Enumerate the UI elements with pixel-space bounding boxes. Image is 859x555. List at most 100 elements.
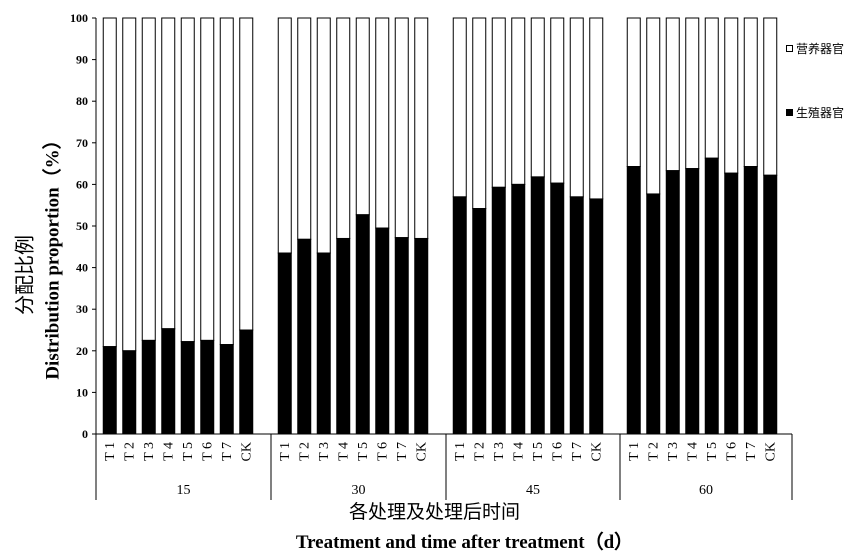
bar-reproductive: [122, 350, 137, 435]
y-tick-label: 20: [76, 344, 88, 358]
x-category-label: CK: [763, 442, 778, 461]
bar-reproductive: [414, 237, 429, 435]
x-category-label: T 5: [531, 442, 546, 461]
bar-vegetative: [336, 17, 351, 239]
x-category-label: T 6: [375, 442, 390, 461]
bar-vegetative: [685, 17, 700, 170]
x-group-label: 45: [526, 483, 540, 498]
y-tick-label: 40: [76, 261, 88, 275]
bar-vegetative: [375, 17, 390, 229]
bar-vegetative: [297, 17, 312, 240]
x-category-label: T 5: [705, 442, 720, 461]
bar-reproductive: [200, 339, 215, 435]
x-group-label: 60: [699, 483, 713, 498]
bar-vegetative: [472, 17, 487, 210]
bar-vegetative: [239, 17, 254, 331]
bar-vegetative: [355, 17, 370, 216]
bar-reproductive: [569, 196, 584, 435]
y-tick-label: 70: [76, 136, 88, 150]
legend-label-vegetative: 营养器官: [796, 41, 845, 56]
bar-reproductive: [685, 168, 700, 435]
bar-vegetative: [141, 17, 156, 341]
x-category-label: T 1: [627, 442, 642, 461]
x-category-label: T 6: [550, 442, 565, 461]
bar-vegetative: [569, 17, 584, 198]
bar-reproductive: [336, 237, 351, 435]
bar-vegetative: [530, 17, 545, 178]
bar-reproductive: [239, 329, 254, 435]
x-category-label: T 1: [103, 442, 118, 461]
legend-swatch-vegetative: [786, 44, 793, 52]
x-category-label: T 1: [278, 442, 293, 461]
x-category-label: T 2: [646, 442, 661, 461]
bar-reproductive: [297, 238, 312, 435]
bar-vegetative: [763, 17, 778, 176]
bar-reproductive: [394, 237, 409, 435]
y-tick-label: 30: [76, 302, 88, 316]
bar-reproductive: [626, 166, 641, 435]
x-category-label: T 3: [317, 442, 332, 461]
bar-vegetative: [665, 17, 680, 172]
bar-reproductive: [472, 208, 487, 435]
x-category-label: T 5: [181, 442, 196, 461]
y-tick-label: 10: [76, 385, 88, 399]
x-category-label: T 7: [220, 442, 235, 461]
x-category-label: T 7: [744, 442, 759, 461]
bar-reproductive: [491, 186, 506, 435]
x-category-label: CK: [589, 442, 604, 461]
bar-reproductive: [646, 193, 661, 435]
bar-reproductive: [511, 183, 526, 435]
x-category-label: T 3: [492, 442, 507, 461]
x-category-label: T 5: [356, 442, 371, 461]
bar-vegetative: [511, 17, 526, 185]
bar-reproductive: [665, 170, 680, 435]
y-axis-title-en: Distribution proportion（%）: [42, 130, 64, 380]
bar-reproductive: [704, 157, 719, 435]
x-category-label: T 6: [200, 442, 215, 461]
bar-vegetative: [724, 17, 739, 174]
bar-vegetative: [122, 17, 137, 352]
x-category-label: CK: [239, 442, 254, 461]
y-axis-title-cn: 分配比例: [12, 235, 37, 315]
bar-reproductive: [375, 227, 390, 435]
bar-reproductive: [277, 252, 292, 435]
bar-reproductive: [102, 346, 117, 435]
x-category-label: T 2: [122, 442, 137, 461]
bar-reproductive: [316, 252, 331, 435]
bar-vegetative: [200, 17, 215, 341]
bar-reproductive: [724, 172, 739, 435]
legend-label-reproductive: 生殖器官: [796, 105, 845, 120]
x-axis-title-en: Treatment and time after treatment（d）: [295, 532, 634, 553]
y-tick-label: 60: [76, 177, 88, 191]
x-category-label: T 2: [472, 442, 487, 461]
bar-vegetative: [180, 17, 195, 343]
y-tick-label: 0: [82, 427, 88, 441]
x-category-label: T 4: [161, 442, 176, 461]
legend-item-vegetative: 营养器官: [786, 40, 844, 56]
bar-vegetative: [626, 17, 641, 168]
x-category-label: T 1: [453, 442, 468, 461]
x-category-label: T 7: [570, 442, 585, 461]
x-category-label: T 2: [297, 442, 312, 461]
bar-reproductive: [589, 198, 604, 435]
legend: 营养器官 生殖器官: [786, 40, 844, 168]
bar-reproductive: [763, 174, 778, 435]
y-tick-label: 100: [70, 11, 88, 25]
y-tick-label: 50: [76, 219, 88, 233]
x-category-label: T 4: [511, 442, 526, 461]
x-axis-title-cn: 各处理及处理后时间: [348, 501, 520, 523]
x-category-label: T 3: [142, 442, 157, 461]
y-tick-labels: 0 10 20 30 40 50 60 70 80 90 100: [70, 11, 88, 441]
bar-reproductive: [355, 214, 370, 435]
bar-vegetative: [704, 17, 719, 159]
bar-vegetative: [646, 17, 661, 195]
bar-vegetative: [219, 17, 234, 346]
legend-item-reproductive: 生殖器官: [786, 104, 844, 120]
bar-vegetative: [414, 17, 429, 239]
bar-vegetative: [550, 17, 565, 184]
x-category-label: T 7: [395, 442, 410, 461]
bar-reproductive: [743, 166, 758, 435]
bar-reproductive: [452, 196, 467, 435]
bar-vegetative: [743, 17, 758, 168]
